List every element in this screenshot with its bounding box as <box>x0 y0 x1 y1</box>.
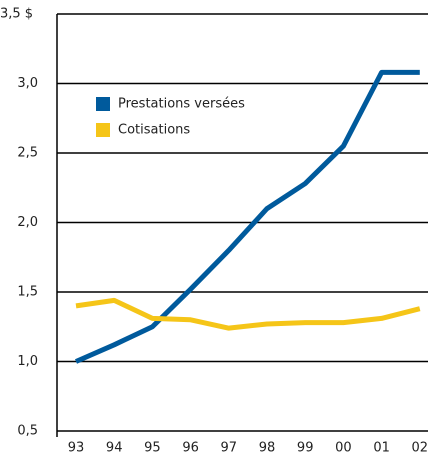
y-tick-label: 1,5 <box>17 285 38 300</box>
y-tick-label: 0,5 <box>17 424 38 439</box>
x-tick-label: 95 <box>144 441 161 456</box>
x-tick-label: 96 <box>182 441 199 456</box>
x-tick-label: 00 <box>335 441 352 456</box>
y-tick-label: 2,5 <box>17 146 38 161</box>
legend-label: Prestations versées <box>118 97 245 112</box>
legend-swatch <box>96 97 110 111</box>
y-tick-label: 3,0 <box>17 76 38 91</box>
x-tick-label: 94 <box>106 441 123 456</box>
x-tick-label: 99 <box>297 441 314 456</box>
x-tick-label: 02 <box>412 441 428 456</box>
y-tick-label: 2,0 <box>17 215 38 230</box>
line-series <box>75 297 421 331</box>
x-tick-label: 97 <box>221 441 238 456</box>
x-tick-label: 93 <box>68 441 85 456</box>
y-tick-label: 1,0 <box>17 354 38 369</box>
legend-swatch <box>96 123 110 137</box>
y-tick-label: 3,5 $ <box>0 7 33 22</box>
x-tick-label: 01 <box>373 441 390 456</box>
legend-label: Cotisations <box>118 123 190 138</box>
line-series <box>74 69 420 364</box>
x-tick-label: 98 <box>259 441 276 456</box>
